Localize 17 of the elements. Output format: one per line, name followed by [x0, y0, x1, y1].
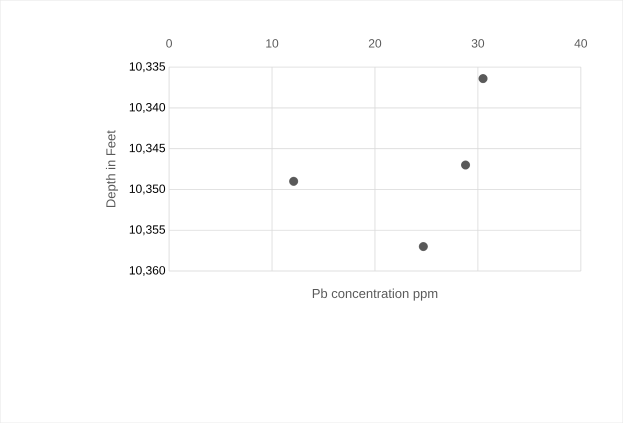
point — [418, 242, 428, 251]
point — [461, 160, 470, 170]
x-tick-label: 10 — [266, 39, 278, 48]
y-tick-label: 10,360 — [130, 266, 166, 276]
x-tick-label: 40 — [574, 39, 588, 48]
point — [478, 74, 488, 84]
y-tick-label: 10,340 — [130, 102, 166, 113]
y-tick-label: 10,335 — [130, 62, 166, 72]
x-tick-label: 30 — [472, 39, 484, 48]
x-axis-title: Pb concentration ppm — [312, 288, 438, 301]
x-tick-label: 20 — [368, 39, 382, 48]
point — [289, 176, 298, 186]
y-tick-label: 10,355 — [130, 225, 166, 236]
y-tick-label: 10,345 — [130, 144, 166, 154]
y-axis-title: Depth in Feet — [106, 130, 118, 207]
y-tick-label: 10,350 — [130, 184, 166, 194]
x-tick-label: 0 — [166, 39, 172, 48]
